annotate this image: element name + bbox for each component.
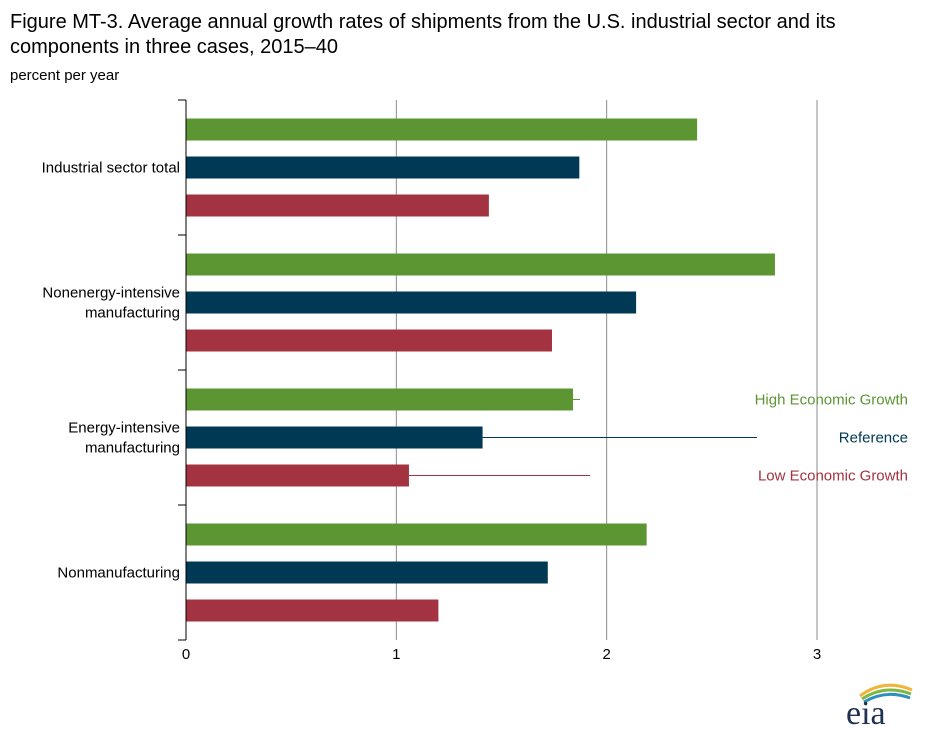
- x-tick-label: 0: [182, 646, 190, 663]
- bars: [186, 118, 775, 622]
- category-label: manufacturing: [85, 440, 180, 457]
- axes: 0 1 2 3: [178, 99, 821, 663]
- legend-label: Low Economic Growth: [758, 468, 908, 485]
- bar-low-1: [186, 329, 552, 352]
- x-tick-label: 1: [392, 646, 400, 663]
- x-tick-label: 2: [602, 646, 610, 663]
- legend-label: Reference: [839, 430, 908, 447]
- category-labels: Industrial sector total Nonenergy-intensi…: [42, 160, 180, 582]
- bar-high-1: [186, 253, 775, 276]
- bar-low-0: [186, 194, 489, 217]
- category-label: Nonenergy-intensive: [42, 285, 180, 302]
- category-label: manufacturing: [85, 305, 180, 322]
- bar-high-0: [186, 118, 698, 141]
- units-label: percent per year: [10, 67, 120, 84]
- eia-logo: eia: [846, 683, 913, 728]
- bar-low-3: [186, 599, 439, 622]
- bar-low-2: [186, 464, 409, 487]
- bar-reference-1: [186, 291, 637, 314]
- gridlines: [395, 100, 818, 640]
- bar-reference-3: [186, 561, 548, 584]
- chart-title: Figure MT-3. Average annual growth rates…: [10, 11, 836, 58]
- bar-high-2: [186, 388, 574, 411]
- bar-reference-2: [186, 426, 483, 449]
- legend-label: High Economic Growth: [755, 392, 908, 409]
- eia-logo-text: eia: [846, 695, 886, 728]
- bar-high-3: [186, 523, 647, 546]
- category-label: Industrial sector total: [42, 160, 180, 177]
- category-label: Energy-intensive: [68, 420, 180, 437]
- legend: High Economic Growth Reference Low Economi…: [408, 392, 908, 485]
- category-label: Nonmanufacturing: [57, 565, 180, 582]
- bar-reference-0: [186, 156, 580, 179]
- x-tick-label: 3: [813, 646, 821, 663]
